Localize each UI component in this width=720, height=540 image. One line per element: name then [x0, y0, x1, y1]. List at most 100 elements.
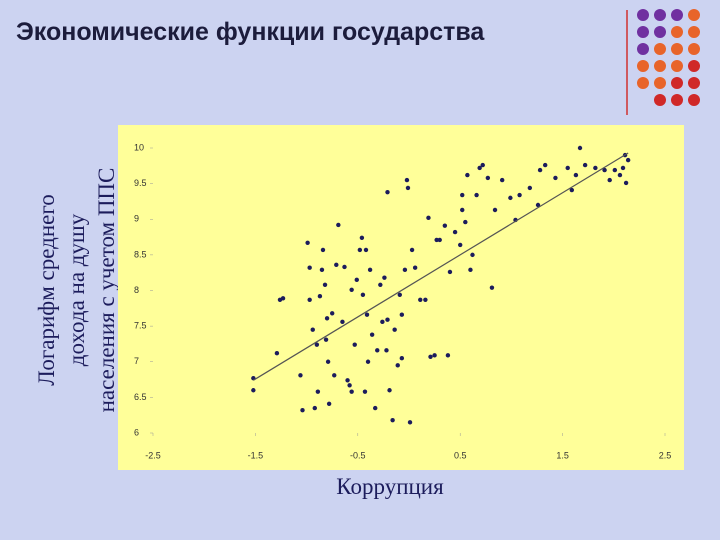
point	[280, 296, 286, 301]
point	[447, 269, 453, 275]
y-tick-label: 6.5	[134, 392, 147, 402]
point	[349, 287, 354, 292]
point	[434, 237, 439, 243]
plot: 6 6.5 7 7.5 8 8.5 9 9.5 10 -2.5 -1.5 -0.5 0.5 1.5 2.5	[134, 142, 671, 460]
point	[324, 316, 330, 321]
decor-dot	[654, 94, 666, 106]
decor-dot	[688, 94, 700, 106]
point	[334, 262, 339, 268]
point	[399, 355, 405, 361]
y-label-line: Логарифм среднего	[34, 194, 59, 385]
point	[312, 405, 317, 411]
point	[405, 185, 411, 191]
point	[340, 319, 345, 325]
point	[336, 222, 341, 228]
point	[474, 192, 479, 198]
point	[323, 337, 329, 342]
point	[409, 247, 415, 253]
point	[332, 373, 337, 378]
decor-dot	[654, 43, 666, 55]
point	[357, 247, 363, 253]
point	[274, 351, 280, 356]
decor-dot	[671, 94, 683, 106]
decor-dot	[671, 43, 683, 55]
decor-dot	[671, 9, 683, 21]
point	[319, 267, 325, 273]
point	[620, 165, 626, 171]
point	[607, 177, 612, 183]
y-tick-label: 8	[134, 285, 139, 295]
point	[364, 312, 370, 317]
point	[359, 235, 365, 240]
point	[378, 282, 383, 287]
point	[407, 420, 413, 425]
point	[307, 297, 312, 302]
chart-title: Экономические функции государства	[16, 18, 485, 46]
point	[365, 359, 371, 364]
point	[300, 408, 305, 413]
point	[392, 327, 397, 332]
point	[330, 311, 335, 316]
point	[625, 157, 631, 163]
point	[612, 167, 618, 173]
x-tick-label: -0.5	[350, 450, 366, 460]
point	[305, 240, 310, 245]
point	[535, 202, 541, 208]
point	[437, 237, 442, 243]
point	[593, 165, 598, 171]
y-tick-label: 7.5	[134, 321, 147, 331]
point	[617, 172, 623, 178]
point	[428, 354, 433, 359]
decor-dot	[654, 26, 666, 38]
point	[352, 342, 357, 347]
point	[251, 388, 256, 393]
y-tick-label: 9.5	[134, 178, 147, 188]
point	[298, 373, 303, 378]
point	[375, 348, 380, 353]
y-label-line: дохода на душу	[64, 213, 89, 366]
plot-area	[118, 125, 684, 470]
point	[360, 292, 366, 297]
point	[577, 145, 583, 151]
point	[412, 265, 418, 270]
point	[602, 167, 607, 173]
point	[432, 353, 437, 358]
point	[314, 342, 320, 347]
point	[470, 252, 475, 258]
point	[349, 389, 354, 394]
point	[499, 177, 505, 183]
decor-dot	[688, 9, 700, 21]
decor-dot	[654, 77, 666, 89]
y-tick-label: 6	[134, 427, 139, 437]
point	[573, 172, 579, 178]
decor-dot	[654, 9, 666, 21]
point	[418, 297, 423, 302]
y-tick-label: 8.5	[134, 249, 147, 259]
point	[384, 348, 389, 353]
point	[452, 229, 458, 235]
point	[382, 275, 387, 280]
point	[480, 162, 485, 168]
point	[345, 378, 350, 383]
decor-dot	[688, 77, 700, 89]
point	[325, 359, 331, 364]
point	[395, 363, 400, 368]
point	[367, 267, 373, 273]
point	[342, 264, 347, 270]
decor-dot	[637, 9, 649, 21]
point	[369, 332, 375, 337]
decor-dot	[671, 60, 683, 72]
point	[426, 215, 431, 221]
point	[399, 312, 405, 317]
point	[489, 285, 495, 290]
y-tick-label: 10	[134, 142, 144, 152]
decor-dot	[688, 43, 700, 55]
point	[347, 383, 352, 388]
point	[387, 388, 392, 393]
point	[542, 162, 548, 168]
point	[553, 175, 558, 181]
point	[373, 405, 378, 411]
point	[310, 327, 315, 332]
point	[380, 319, 385, 325]
y-tick-label: 7	[134, 356, 139, 366]
